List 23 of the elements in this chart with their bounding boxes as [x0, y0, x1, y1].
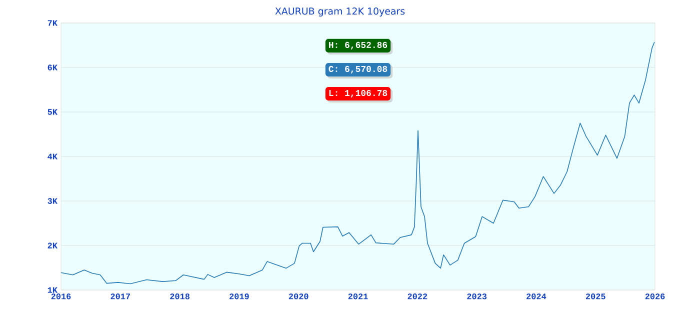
y-tick-label: 3K	[48, 198, 58, 204]
x-tick-label: 2021	[348, 294, 368, 300]
y-tick-label: 2K	[48, 242, 58, 248]
x-tick-label: 2020	[288, 294, 308, 300]
x-tick-label: 2026	[645, 294, 665, 300]
x-tick-label: 2023	[467, 294, 487, 300]
y-tick-label: 7K	[48, 20, 58, 26]
x-tick-label: 2019	[230, 294, 249, 300]
y-tick-label: 6K	[48, 64, 58, 70]
x-tick-label: 2016	[51, 294, 71, 300]
chart-title: XAURUB gram 12K 10years	[275, 8, 405, 17]
line-series	[61, 42, 655, 284]
annotation: L: 1,106.78	[329, 90, 388, 98]
annotation: H: 6,652.86	[329, 42, 388, 50]
x-tick-label: 2022	[408, 294, 428, 300]
annotation: C: 6,570.08	[328, 66, 388, 74]
y-tick-label: 4K	[48, 154, 58, 160]
x-tick-label: 2025	[586, 294, 606, 300]
x-tick-label: 2017	[110, 294, 130, 300]
x-tick-label: 2018	[170, 294, 190, 300]
y-tick-label: 1K	[48, 287, 58, 293]
x-tick-label: 2024	[526, 294, 546, 300]
y-tick-label: 5K	[48, 109, 58, 115]
